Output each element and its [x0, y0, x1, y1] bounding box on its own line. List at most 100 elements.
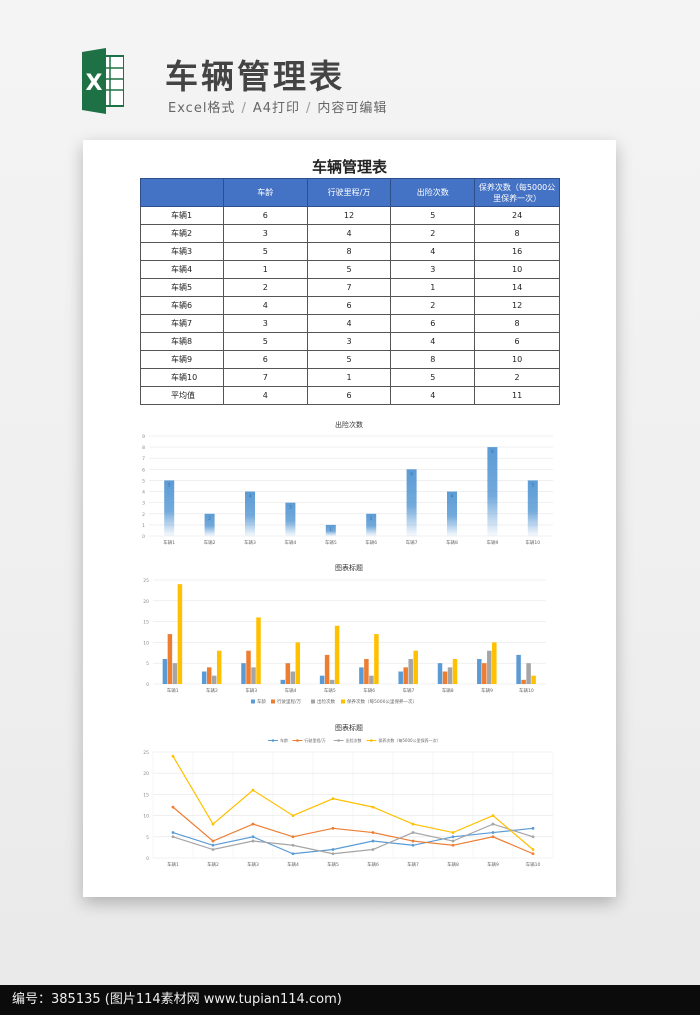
sheet-title: 车辆管理表	[311, 158, 387, 176]
legend-marker	[370, 739, 373, 742]
x-tick-label: 车辆10	[519, 687, 534, 694]
table-cell: 2	[390, 224, 476, 243]
table-cell: 5	[222, 332, 308, 351]
data-point	[331, 826, 335, 830]
data-point	[251, 788, 255, 792]
bar	[211, 675, 217, 684]
table-cell: 10	[474, 260, 560, 279]
series-line	[172, 806, 534, 855]
y-tick-label: 0	[146, 856, 149, 862]
bar	[285, 502, 296, 536]
bar	[487, 447, 498, 536]
row-label-cell: 车辆4	[140, 260, 224, 279]
data-label: 4	[249, 494, 252, 499]
table-row: 车辆4 1 5 3 10	[140, 260, 560, 279]
bar	[487, 650, 492, 684]
bar	[204, 513, 215, 536]
table-cell: 6	[474, 332, 560, 351]
chart-title: 图表标题	[335, 563, 363, 572]
y-tick-label: 25	[143, 578, 149, 584]
excel-logo-icon: X	[82, 48, 124, 114]
bar	[251, 667, 256, 684]
data-point	[491, 835, 495, 839]
y-tick-label: 10	[143, 814, 149, 820]
bar	[290, 671, 296, 684]
x-tick-label: 车辆2	[207, 861, 219, 868]
column-header: 保养次数（每5000公里保养一次）	[474, 178, 560, 207]
bar	[531, 675, 536, 684]
legend-label: 出险次数	[346, 737, 362, 743]
data-point	[411, 822, 415, 826]
x-tick-label: 车辆4	[284, 539, 296, 546]
table-cell: 5	[390, 368, 476, 387]
data-point	[211, 848, 215, 851]
data-point	[291, 814, 295, 817]
column-header: 出险次数	[390, 178, 476, 207]
bar	[403, 667, 408, 684]
bar	[206, 667, 212, 684]
bar	[167, 634, 173, 684]
x-tick-label: 车辆10	[526, 861, 541, 868]
x-tick-label: 车辆5	[324, 687, 336, 694]
legend-label: 保养次数（每5000公里保养一次）	[347, 698, 417, 705]
table-cell: 4	[306, 224, 392, 243]
row-label-cell: 车辆8	[140, 332, 224, 351]
grouped-bar-chart: 图表标题 0 5 10 15 20 25 车辆1 车辆2 车辆3 车辆4 车辆5 车辆6 车辆7 车辆8 车辆…	[83, 558, 616, 713]
data-point	[291, 843, 295, 847]
y-tick-label: 0	[146, 682, 149, 688]
table-cell: 1	[222, 260, 308, 279]
table-cell: 2	[390, 296, 476, 315]
y-tick-label: 20	[143, 599, 149, 605]
row-label-cell: 车辆3	[140, 242, 224, 261]
x-tick-label: 车辆8	[442, 687, 454, 694]
data-point	[451, 831, 455, 834]
y-tick-label: 25	[143, 750, 149, 756]
bar	[398, 671, 403, 684]
y-tick-label: 1	[142, 523, 145, 529]
series-line	[172, 823, 534, 855]
row-label-cell: 车辆5	[140, 278, 224, 297]
data-point	[411, 839, 415, 843]
data-point	[371, 805, 375, 809]
data-point	[371, 848, 375, 851]
bar	[164, 480, 175, 536]
bar	[241, 663, 246, 684]
data-label: 5	[168, 482, 171, 487]
table-cell: 12	[306, 206, 392, 225]
sheet-paper: 车辆管理表 车龄 行驶里程/万 出险次数 保养次数（每5000公里保养一次） 车…	[83, 140, 616, 897]
data-point	[211, 822, 215, 826]
bar	[482, 663, 487, 684]
data-point	[331, 852, 335, 856]
format-item: Excel格式	[168, 101, 236, 116]
x-tick-label: 车辆1	[167, 861, 179, 868]
table-cell: 4	[390, 332, 476, 351]
bar	[172, 663, 178, 684]
series-line	[172, 755, 534, 850]
y-tick-label: 4	[142, 490, 145, 496]
chart-title: 图表标题	[335, 723, 363, 732]
legend-marker	[337, 739, 340, 742]
bar	[527, 480, 538, 536]
table-cell: 2	[222, 278, 308, 297]
table-cell: 8	[390, 350, 476, 369]
bar	[442, 671, 448, 684]
data-point	[371, 839, 375, 843]
series-line	[172, 827, 534, 855]
data-point	[371, 831, 375, 834]
bar	[246, 650, 251, 684]
row-label-cell: 车辆2	[140, 224, 224, 243]
bar	[177, 584, 183, 684]
legend-label: 车龄	[257, 698, 266, 705]
data-point	[211, 843, 215, 847]
y-tick-label: 8	[142, 445, 145, 451]
y-tick-label: 0	[142, 534, 145, 540]
table-row: 车辆9 6 5 8 10	[140, 350, 560, 369]
table-cell: 14	[474, 278, 560, 297]
x-tick-label: 车辆7	[403, 687, 415, 694]
data-point	[451, 835, 455, 839]
data-point	[411, 831, 415, 834]
y-tick-label: 10	[143, 640, 149, 646]
bar	[359, 667, 364, 684]
table-cell: 1	[306, 368, 392, 387]
data-point	[531, 835, 535, 839]
